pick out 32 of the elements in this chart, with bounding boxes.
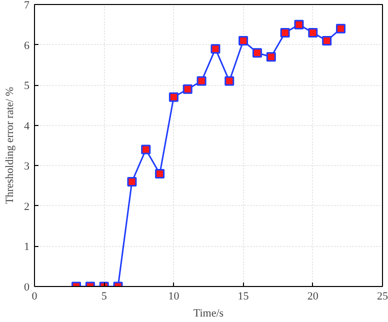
point	[252, 48, 262, 58]
x-tick-label: 25	[377, 290, 388, 302]
point	[224, 76, 234, 86]
x-tick-label: 15	[238, 290, 250, 302]
y-tick-label: 3	[24, 160, 30, 173]
point	[155, 168, 165, 178]
point	[210, 44, 220, 54]
point	[168, 92, 178, 102]
y-tick-label: 2	[24, 200, 30, 213]
y-tick-label: 6	[24, 40, 30, 52]
y-tick-label: 5	[24, 80, 30, 92]
y-tick-label: 4	[24, 120, 30, 132]
point	[238, 36, 248, 46]
point	[196, 76, 206, 86]
point	[127, 177, 137, 187]
y-tick-label: 0	[24, 282, 30, 294]
x-tick-label: 5	[101, 290, 108, 302]
point	[308, 28, 318, 38]
point	[322, 36, 332, 46]
point	[280, 28, 290, 38]
x-tick-label: 0	[32, 290, 38, 302]
point	[182, 84, 192, 94]
x-axis-title: Time/s	[193, 308, 224, 320]
y-axis-title: Thresholding error rate/ %	[4, 87, 16, 204]
point	[336, 24, 346, 34]
point	[294, 20, 304, 30]
x-tick-label: 10	[168, 290, 180, 302]
y-tick-label: 1	[24, 241, 30, 254]
point	[266, 52, 276, 62]
x-tick-label: 20	[307, 290, 319, 302]
y-tick-label: 7	[24, 0, 30, 12]
point	[141, 144, 151, 154]
